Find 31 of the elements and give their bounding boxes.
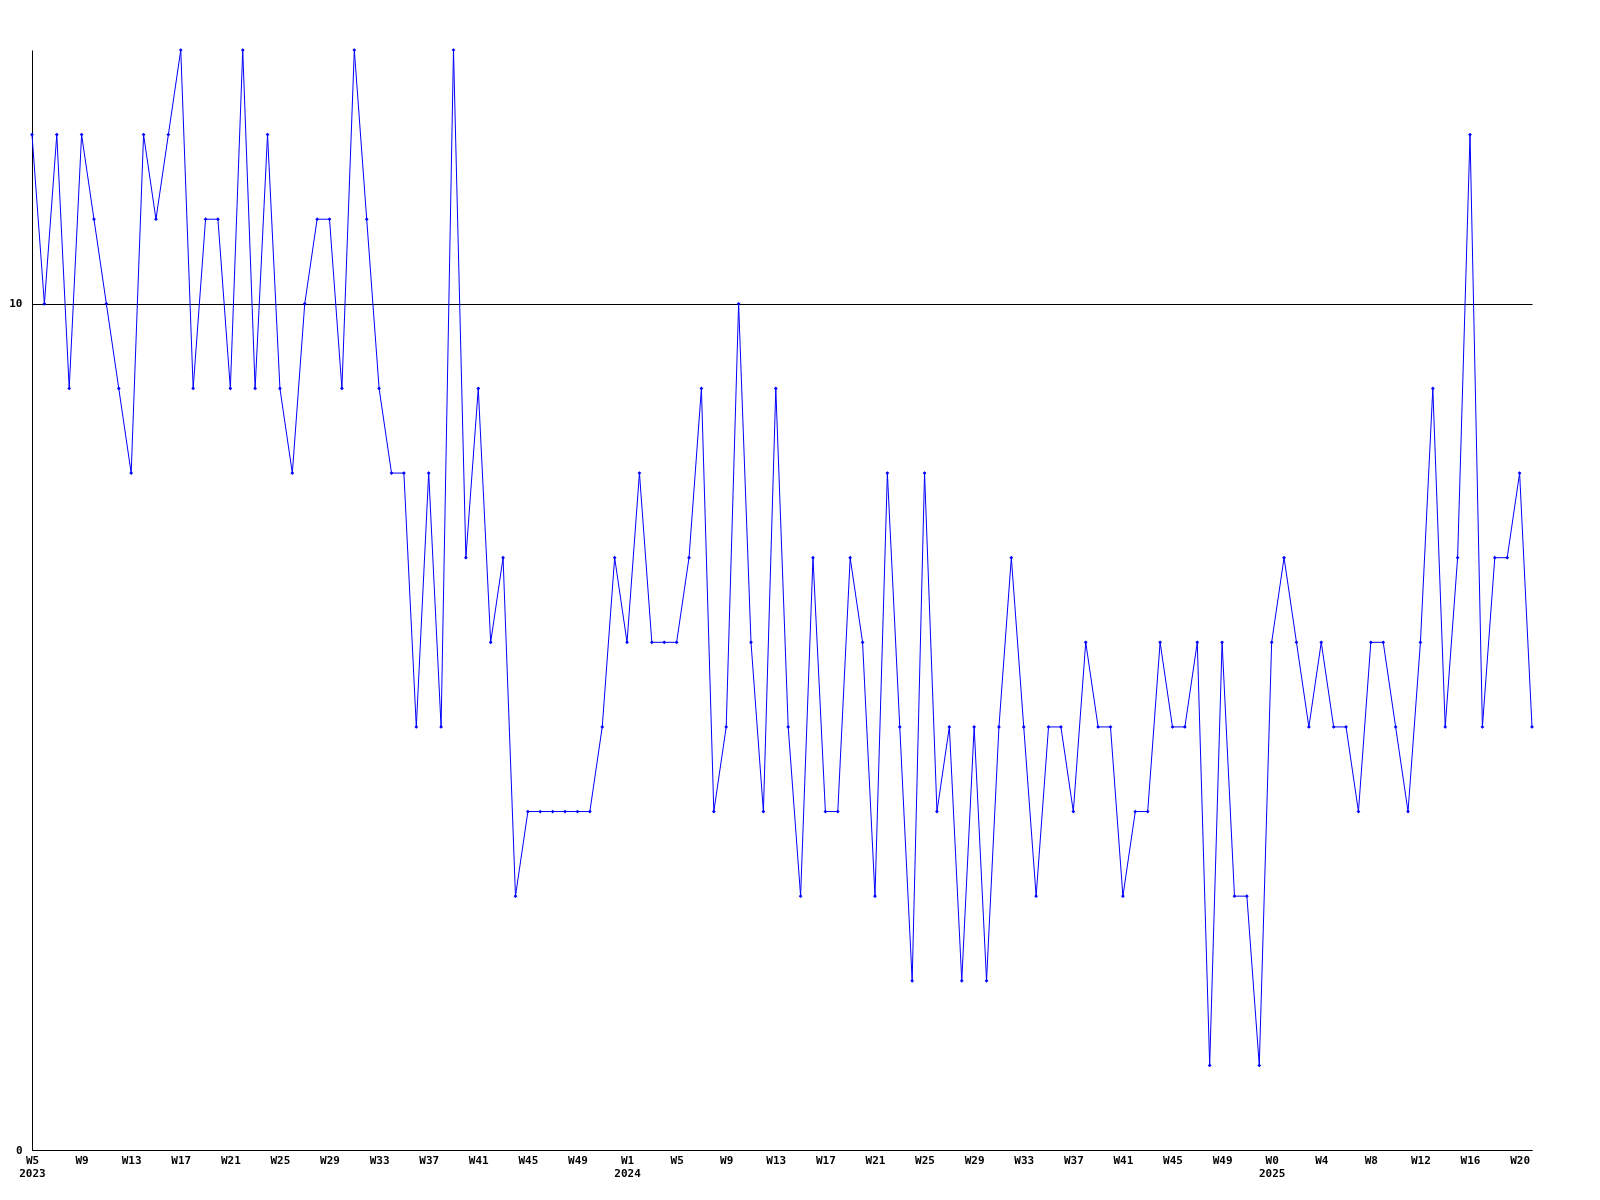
x-tick-label: W25 [270,1153,291,1167]
x-tick-label: W20 [1510,1153,1531,1167]
x-tick-label: W41 [468,1153,490,1167]
x-tick-label: W49 [568,1153,588,1167]
x-tick-label: W45 [1163,1153,1183,1167]
x-tick-label: W37 [419,1153,440,1167]
x-tick-label: W49 [1212,1153,1233,1167]
x-tick-label: W13 [121,1153,142,1167]
x-tick-label: W29 [964,1153,985,1167]
x-tick-label: W29 [320,1153,340,1167]
x-tick-label: W0 2025 [1258,1153,1286,1180]
y-tick-label: 10 [9,297,23,311]
x-tick-label: W37 [1063,1153,1084,1167]
x-tick-label: W1 2024 [614,1153,642,1180]
x-tick-label: W33 [1014,1153,1035,1167]
x-tick-label: W13 [766,1153,787,1167]
x-tick-label: W5 [670,1153,684,1167]
x-tick-label: W9 [75,1153,89,1167]
x-tick-label: W17 [815,1153,836,1167]
x-tick-label: W33 [369,1153,390,1167]
x-tick-label: W45 [518,1153,539,1167]
x-tick-label: W8 [1364,1153,1378,1167]
x-tick-label: W25 [915,1153,935,1167]
x-tick-label: W12 [1410,1153,1431,1167]
x-tick-label: W21 [865,1153,886,1167]
x-tick-label: W41 [1113,1153,1134,1167]
x-tick-label: W4 [1315,1153,1329,1167]
x-tick-label: W9 [720,1153,734,1167]
x-tick-label: W16 [1460,1153,1481,1167]
x-tick-label: W21 [220,1153,242,1167]
x-tick-label: W17 [171,1153,192,1167]
